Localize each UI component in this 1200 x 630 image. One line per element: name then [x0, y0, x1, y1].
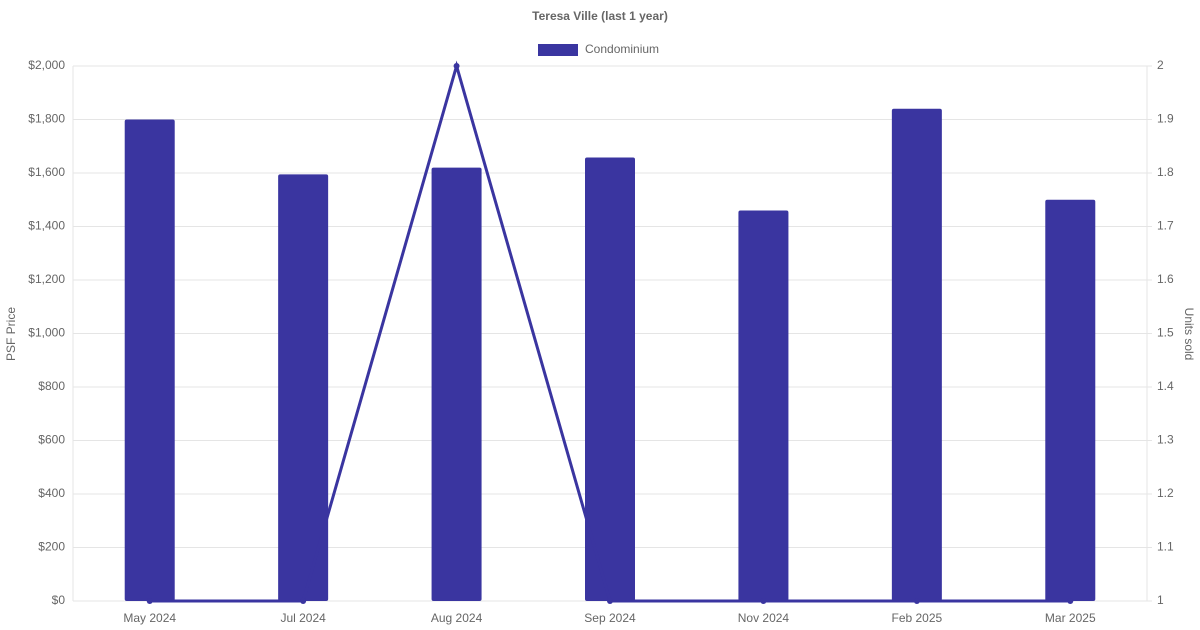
- y2-tick-label: 1.3: [1157, 433, 1174, 447]
- y2-tick-label: 1.5: [1157, 326, 1174, 340]
- point: [453, 63, 460, 69]
- legend-swatch[interactable]: [538, 44, 578, 56]
- y-tick-label: $2,000: [28, 58, 65, 72]
- y-tick-label: $1,400: [28, 219, 65, 233]
- point: [913, 598, 920, 604]
- y2-tick-label: 1: [1157, 593, 1164, 607]
- y2-tick-label: 1.8: [1157, 165, 1174, 179]
- y-tick-label: $1,800: [28, 112, 65, 126]
- bar: [585, 157, 635, 602]
- x-tick-label: Nov 2024: [738, 611, 790, 625]
- y2-axis-title: Units sold: [1182, 308, 1196, 361]
- point: [760, 598, 767, 604]
- y-tick-label: $600: [38, 433, 65, 447]
- y2-tick-label: 2: [1157, 58, 1164, 72]
- point: [607, 598, 613, 604]
- y-tick-label: $400: [38, 486, 65, 500]
- y-tick-label: $0: [52, 593, 66, 607]
- x-tick-label: Sep 2024: [584, 611, 636, 625]
- y-tick-label: $800: [38, 379, 65, 393]
- x-tick-label: May 2024: [123, 611, 176, 625]
- bar: [124, 119, 175, 601]
- legend-label[interactable]: Condominium: [585, 42, 659, 56]
- y2-tick-label: 1.6: [1157, 272, 1174, 286]
- bar: [278, 174, 329, 601]
- x-tick-label: Jul 2024: [280, 611, 326, 625]
- y2-tick-label: 1.9: [1157, 112, 1174, 126]
- y2-tick-label: 1.7: [1157, 219, 1174, 233]
- bar: [431, 167, 482, 601]
- y2-tick-label: 1.4: [1157, 379, 1174, 393]
- y-tick-label: $200: [38, 540, 65, 554]
- bar: [738, 210, 789, 601]
- y2-tick-label: 1.1: [1157, 540, 1174, 554]
- y-tick-label: $1,600: [28, 165, 65, 179]
- x-tick-label: Mar 2025: [1045, 611, 1096, 625]
- chart-title: Teresa Ville (last 1 year): [532, 9, 668, 23]
- point: [146, 598, 153, 604]
- y-tick-label: $1,200: [28, 272, 65, 286]
- bar: [1045, 199, 1096, 601]
- y-axis-title: PSF Price: [4, 307, 18, 361]
- y2-tick-label: 1.2: [1157, 486, 1174, 500]
- y-tick-label: $1,000: [28, 326, 65, 340]
- x-tick-label: Feb 2025: [891, 611, 942, 625]
- point: [1067, 598, 1074, 604]
- x-tick-label: Aug 2024: [431, 611, 483, 625]
- point: [300, 598, 307, 604]
- bar: [891, 108, 942, 602]
